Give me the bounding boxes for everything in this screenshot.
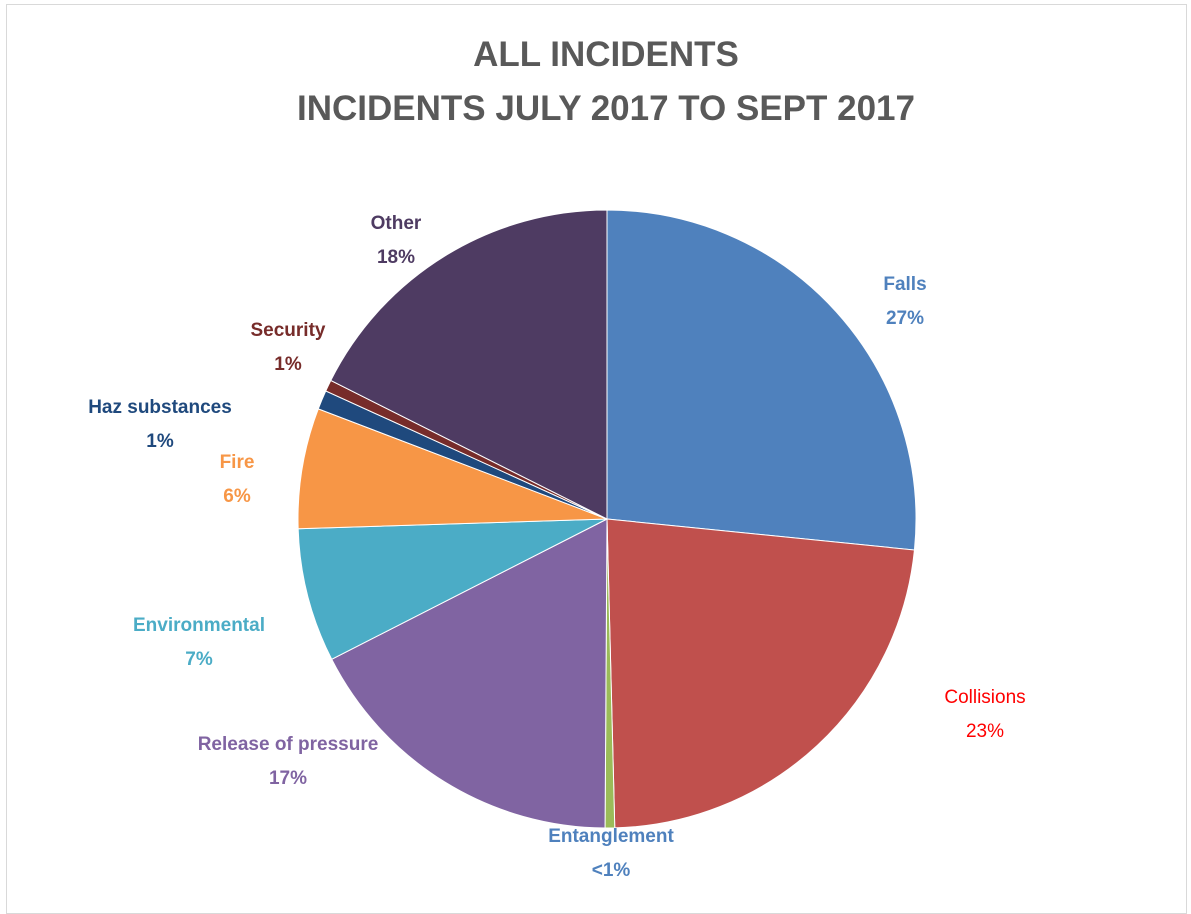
slice-label-percent: 17% bbox=[269, 768, 307, 789]
pie-slice-falls bbox=[606, 209, 917, 551]
slice-label-percent: 6% bbox=[223, 486, 251, 507]
slice-label-name: Haz substances bbox=[88, 397, 232, 418]
chart-title: ALL INCIDENTS INCIDENTS JULY 2017 TO SEP… bbox=[0, 28, 1191, 136]
slice-label-percent: 7% bbox=[185, 649, 213, 670]
slice-label-name: Other bbox=[371, 213, 422, 234]
slice-label-percent: 27% bbox=[886, 308, 924, 329]
slice-label-other: Other 18% bbox=[371, 213, 422, 268]
pie-slice-fire bbox=[297, 408, 608, 530]
slice-label-name: Environmental bbox=[133, 615, 265, 636]
chart-title-line-1: ALL INCIDENTS bbox=[473, 35, 739, 74]
slice-label-environmental: Environmental 7% bbox=[133, 615, 265, 670]
slice-label-fire: Fire 6% bbox=[220, 452, 255, 507]
slice-label-collisions: Collisions 23% bbox=[944, 687, 1025, 742]
slice-labels: Falls 27% Collisions 23% Entanglement <1% Rele… bbox=[88, 213, 1025, 881]
pie-slice-other bbox=[330, 209, 608, 520]
slice-label-percent: <1% bbox=[592, 860, 631, 881]
slice-label-percent: 23% bbox=[966, 721, 1004, 742]
slice-label-name: Release of pressure bbox=[198, 734, 379, 755]
chart-title-line-2: INCIDENTS JULY 2017 TO SEPT 2017 bbox=[297, 89, 915, 128]
slice-label-haz-substances: Haz substances 1% bbox=[88, 397, 232, 452]
slice-label-security: Security 1% bbox=[251, 320, 326, 375]
slice-label-percent: 1% bbox=[146, 431, 174, 452]
slice-label-release-of-pressure: Release of pressure 17% bbox=[198, 734, 379, 789]
slice-label-name: Falls bbox=[883, 274, 926, 295]
slice-label-name: Entanglement bbox=[548, 826, 674, 847]
slice-label-percent: 1% bbox=[274, 354, 302, 375]
slice-label-name: Collisions bbox=[944, 687, 1025, 708]
slice-label-name: Fire bbox=[220, 452, 255, 473]
pie-slices bbox=[297, 209, 917, 829]
slice-label-name: Security bbox=[251, 320, 326, 341]
slice-label-falls: Falls 27% bbox=[883, 274, 926, 329]
pie-slice-environmental bbox=[297, 518, 608, 660]
slice-label-percent: 18% bbox=[377, 247, 415, 268]
slice-label-entanglement: Entanglement <1% bbox=[548, 826, 674, 881]
pie-slice-collisions bbox=[606, 518, 915, 829]
pie-slice-release-of-pressure bbox=[331, 518, 608, 829]
